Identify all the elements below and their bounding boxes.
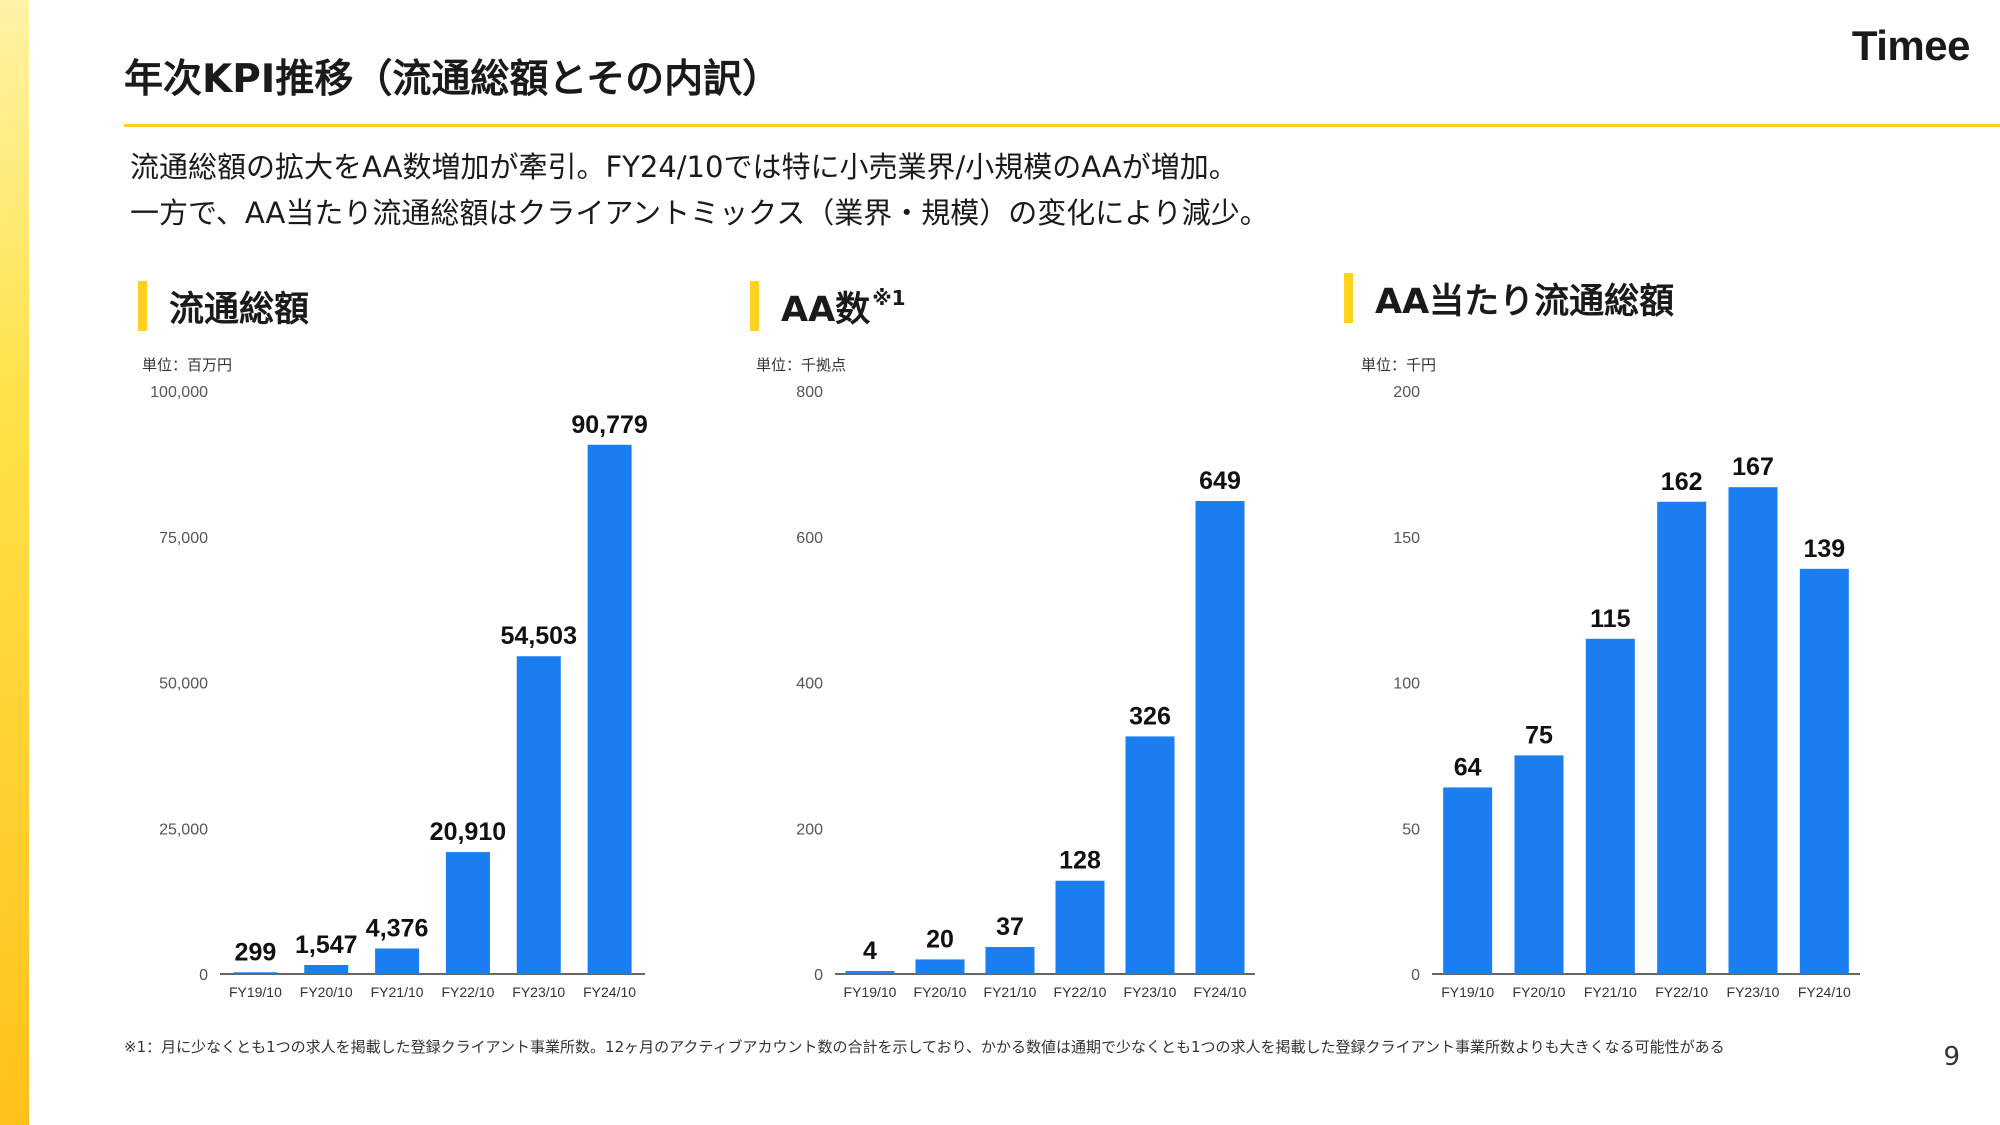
x-category-label: FY23/10 <box>1124 984 1177 1000</box>
bar-value-label: 75 <box>1525 721 1553 749</box>
bar <box>1657 501 1707 974</box>
title-divider <box>124 124 2000 127</box>
summary-line-1: 流通総額の拡大をAA数増加が牽引。FY24/10では特に小売業界/小規模のAAが… <box>130 150 1238 184</box>
x-category-label: FY21/10 <box>1584 984 1637 1000</box>
x-category-label: FY20/10 <box>300 984 353 1000</box>
x-category-label: FY19/10 <box>229 984 282 1000</box>
aa-count-bar-chart: 0 200 400 600 800 4 FY19/10 20 FY20/10 37 FY21/10 1… <box>796 384 1255 1000</box>
bar-value-label: 162 <box>1661 468 1703 496</box>
slide-title: 年次KPI推移（流通総額とその内訳） <box>124 57 782 102</box>
y-tick-label: 150 <box>1393 530 1420 547</box>
bar <box>1585 638 1635 974</box>
gmv-per-aa-chart-title: AA当たり流通総額 <box>1375 281 1675 322</box>
y-tick-label: 100 <box>1393 676 1420 693</box>
bar <box>915 959 965 974</box>
heading-accent-bar <box>138 281 147 331</box>
x-category-label: FY22/10 <box>1655 984 1708 1000</box>
gmv-per-aa-unit-label: 単位：千円 <box>1361 356 1437 374</box>
y-tick-label: 200 <box>796 821 823 838</box>
x-category-label: FY24/10 <box>583 984 636 1000</box>
bar <box>375 948 420 974</box>
bar <box>1443 787 1493 974</box>
bar <box>1799 568 1849 974</box>
bar <box>1195 501 1245 974</box>
bar <box>304 964 349 974</box>
bar <box>845 971 895 974</box>
y-tick-label: 0 <box>1411 967 1420 984</box>
x-category-label: FY24/10 <box>1194 984 1247 1000</box>
x-category-label: FY19/10 <box>844 984 897 1000</box>
x-category-label: FY21/10 <box>984 984 1037 1000</box>
x-category-label: FY21/10 <box>371 984 424 1000</box>
y-tick-label: 50,000 <box>159 676 208 693</box>
y-tick-label: 75,000 <box>159 530 208 547</box>
bar <box>1728 487 1778 974</box>
y-tick-label: 0 <box>814 967 823 984</box>
footnote: ※1：月に少なくとも1つの求人を掲載した登録クライアント事業所数。12ヶ月のアク… <box>124 1038 1725 1056</box>
bar <box>1125 736 1175 974</box>
y-tick-label: 600 <box>796 530 823 547</box>
summary-line-2: 一方で、AA当たり流通総額はクライアントミックス（業界・規模）の変化により減少。 <box>130 196 1269 230</box>
bar <box>587 444 632 974</box>
x-category-label: FY22/10 <box>441 984 494 1000</box>
y-tick-label: 25,000 <box>159 821 208 838</box>
x-category-label: FY22/10 <box>1054 984 1107 1000</box>
bar-value-label: 37 <box>996 913 1024 941</box>
bar <box>1055 880 1105 974</box>
gmv-per-aa-chart-heading: AA当たり流通総額 <box>1344 273 1674 323</box>
bar-value-label: 115 <box>1590 605 1630 633</box>
bar-value-label: 20 <box>926 925 954 953</box>
bar-value-label: 128 <box>1059 847 1101 875</box>
aa-count-title-footnote-mark: ※1 <box>872 285 906 310</box>
gmv-chart-heading: 流通総額 <box>138 281 309 331</box>
aa-count-chart-heading: AA数 ※1 <box>750 281 906 331</box>
left-gradient-bar <box>0 0 29 1125</box>
bar-value-label: 4 <box>863 937 877 965</box>
y-tick-label: 200 <box>1393 384 1420 401</box>
bar <box>985 947 1035 974</box>
bar-value-label: 1,547 <box>295 931 358 959</box>
summary-text: 流通総額の拡大をAA数増加が牽引。FY24/10では特に小売業界/小規模のAAが… <box>130 144 1269 236</box>
y-tick-label: 800 <box>796 384 823 401</box>
heading-accent-bar <box>1344 273 1353 323</box>
gmv-chart-title: 流通総額 <box>169 289 310 330</box>
x-category-label: FY19/10 <box>1441 984 1494 1000</box>
bar <box>1514 755 1564 974</box>
x-category-label: FY20/10 <box>914 984 967 1000</box>
aa-count-title-text: AA数 <box>781 289 871 330</box>
heading-accent-bar <box>750 281 759 331</box>
aa-count-unit-label: 単位：千拠点 <box>756 356 847 374</box>
gmv-bar-chart: 0 25,000 50,000 75,000 100,000 299 FY19/10 1,54… <box>150 384 648 1000</box>
gmv-per-aa-bar-chart: 0 50 100 150 200 64 FY19/10 75 FY20/10 115 FY21/10… <box>1393 384 1860 1000</box>
x-category-label: FY23/10 <box>512 984 565 1000</box>
bar-value-label: 326 <box>1129 702 1171 730</box>
bar <box>445 852 490 974</box>
y-tick-label: 50 <box>1402 821 1420 838</box>
y-tick-label: 0 <box>199 967 208 984</box>
x-category-label: FY24/10 <box>1798 984 1851 1000</box>
bar-value-label: 649 <box>1199 467 1241 495</box>
bar <box>516 656 561 974</box>
aa-count-chart-title: AA数 ※1 <box>781 281 906 332</box>
bar-value-label: 54,503 <box>501 622 577 650</box>
bar-value-label: 64 <box>1454 753 1482 781</box>
y-tick-label: 100,000 <box>150 384 208 401</box>
y-tick-label: 400 <box>796 676 823 693</box>
bar-value-label: 90,779 <box>571 411 647 439</box>
bar <box>233 972 278 974</box>
bar-value-label: 20,910 <box>430 818 506 846</box>
x-category-label: FY20/10 <box>1513 984 1566 1000</box>
gmv-unit-label: 単位：百万円 <box>142 356 233 374</box>
bar-value-label: 167 <box>1732 453 1774 481</box>
page-number: 9 <box>1943 1042 1960 1072</box>
bar-value-label: 4,376 <box>366 914 429 942</box>
bar-value-label: 299 <box>235 938 277 966</box>
bar-value-label: 139 <box>1803 535 1845 563</box>
x-category-label: FY23/10 <box>1727 984 1780 1000</box>
timee-logo: Timee <box>1851 22 1971 69</box>
